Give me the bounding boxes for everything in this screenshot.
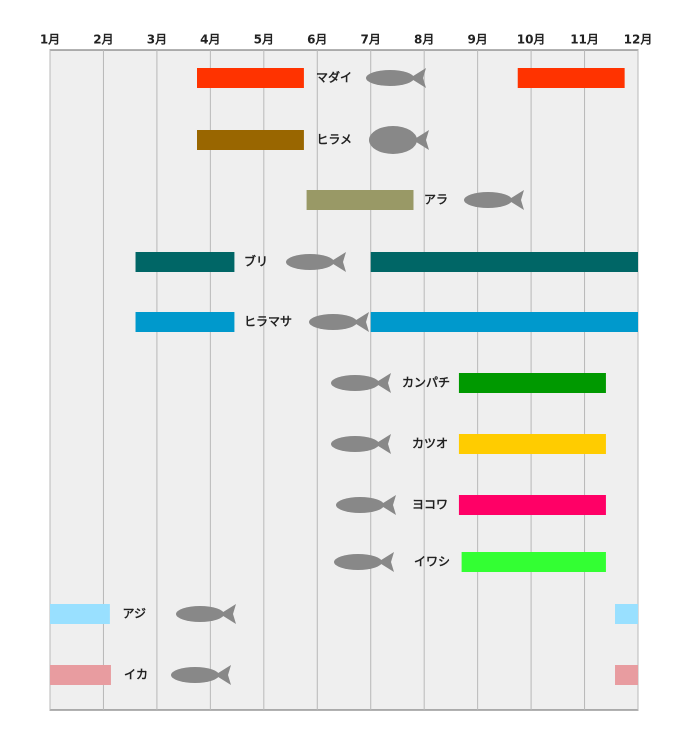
fish-tail: [215, 665, 231, 685]
fish-icon: [331, 375, 379, 391]
x-tick-label: 12月: [624, 33, 653, 47]
season-bar: [370, 252, 638, 272]
x-tick-label: 4月: [200, 33, 220, 47]
fish-icon: [331, 436, 379, 452]
fish-tail: [330, 252, 346, 272]
fish-tail: [508, 190, 524, 210]
x-tick-label: 9月: [467, 33, 487, 47]
fish-tail: [220, 604, 236, 624]
fish-icon: [336, 497, 384, 513]
fish-icon: [309, 314, 357, 330]
fish-tail: [380, 495, 396, 515]
season-bar: [370, 312, 638, 332]
x-tick-label: 6月: [307, 33, 327, 47]
season-bar: [306, 190, 414, 210]
season-bar: [50, 665, 111, 685]
fish-icon: [366, 70, 414, 86]
fish-icon: [286, 254, 334, 270]
fish-icon: [171, 667, 219, 683]
series-label: ヨコワ: [412, 498, 448, 512]
series-label: カンパチ: [402, 376, 450, 390]
season-bar: [461, 552, 606, 572]
fish-tail: [375, 434, 391, 454]
series-label: カツオ: [412, 437, 448, 451]
x-tick-label: 8月: [414, 33, 434, 47]
fish-icon: [176, 606, 224, 622]
x-tick-label: 5月: [254, 33, 274, 47]
x-tick-label: 10月: [517, 33, 546, 47]
x-tick-label: 1月: [40, 33, 60, 47]
season-bar: [615, 604, 638, 624]
series-label: ブリ: [244, 254, 268, 269]
season-bar: [615, 665, 638, 685]
x-tick-label: 7月: [361, 33, 381, 47]
season-bar: [135, 312, 235, 332]
x-tick-label: 11月: [570, 33, 599, 47]
x-tick-label: 3月: [147, 33, 167, 47]
season-bar: [197, 68, 304, 88]
fish-tail: [353, 312, 369, 332]
season-bar: [50, 604, 110, 624]
series-label: イカ: [124, 668, 148, 682]
fish-tail: [378, 552, 394, 572]
fish-icon: [369, 126, 417, 154]
series-label: イワシ: [414, 555, 450, 569]
season-bar: [197, 130, 304, 150]
series-label: ヒラマサ: [244, 315, 292, 329]
series-label: アラ: [424, 193, 448, 207]
fish-icon: [334, 554, 382, 570]
season-bar: [517, 68, 625, 88]
x-tick-label: 2月: [93, 33, 113, 47]
fish-tail: [410, 68, 426, 88]
series-label: アジ: [122, 607, 146, 621]
series-label: ヒラメ: [316, 133, 352, 147]
season-bar: [135, 252, 235, 272]
season-bar: [458, 434, 606, 454]
season-bar: [458, 495, 606, 515]
fish-tail: [413, 130, 429, 150]
season-bar: [458, 373, 606, 393]
fish-icon: [464, 192, 512, 208]
fish-tail: [375, 373, 391, 393]
series-label: マダイ: [316, 70, 352, 85]
